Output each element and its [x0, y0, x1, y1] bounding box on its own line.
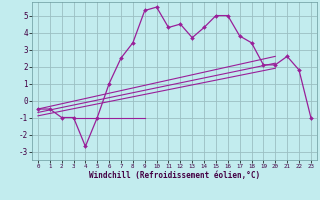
X-axis label: Windchill (Refroidissement éolien,°C): Windchill (Refroidissement éolien,°C)	[89, 171, 260, 180]
